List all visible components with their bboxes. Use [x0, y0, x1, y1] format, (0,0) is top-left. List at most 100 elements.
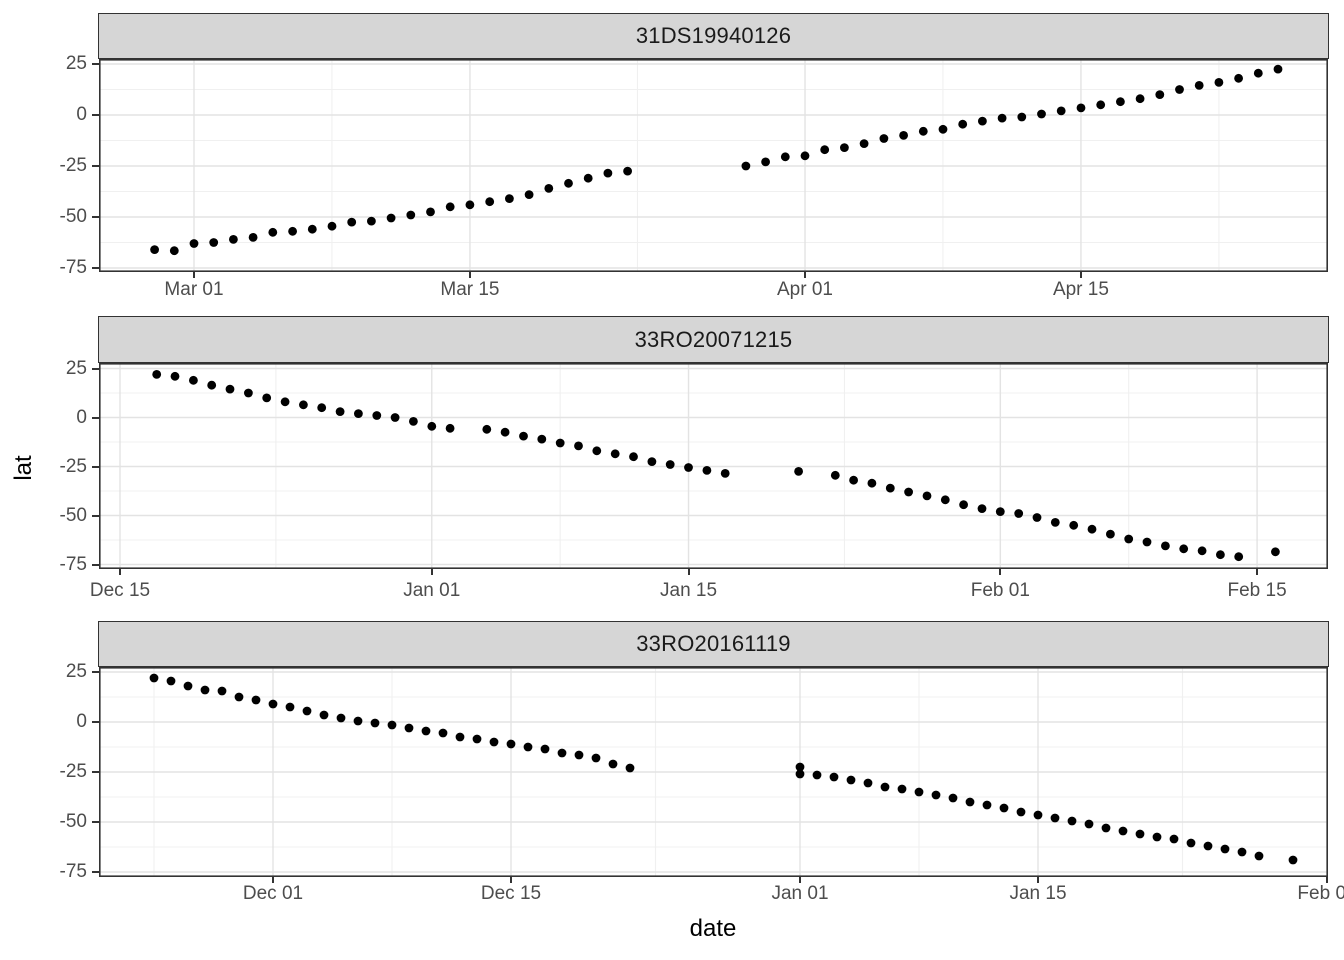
y-tick-label: -75	[59, 257, 87, 278]
data-point	[1087, 524, 1097, 534]
data-point	[149, 673, 159, 683]
data-point	[372, 411, 382, 420]
x-tick-mark	[799, 877, 801, 883]
data-point	[354, 409, 363, 418]
data-point	[1214, 78, 1224, 87]
data-point	[225, 384, 235, 394]
data-point	[268, 227, 278, 237]
x-tick-mark	[1256, 569, 1259, 575]
data-point	[1116, 97, 1125, 107]
data-point	[1050, 518, 1060, 527]
data-point	[1135, 94, 1145, 104]
data-point	[404, 723, 414, 733]
data-point	[189, 239, 199, 248]
data-point	[427, 421, 437, 431]
data-point	[795, 762, 805, 772]
data-point	[540, 744, 550, 754]
data-point	[849, 475, 858, 485]
data-point	[1197, 546, 1207, 556]
facet-strip: 33RO20161119	[98, 621, 1329, 667]
data-point	[591, 753, 601, 763]
data-point	[370, 718, 380, 728]
data-point	[982, 800, 992, 810]
x-tick-mark	[687, 569, 690, 575]
data-point	[390, 413, 400, 422]
data-point	[812, 770, 822, 780]
data-point	[472, 734, 482, 744]
data-point	[899, 131, 908, 140]
data-point	[761, 157, 770, 167]
data-point	[248, 233, 258, 242]
data-point	[445, 202, 455, 212]
data-point	[1014, 509, 1024, 518]
data-point	[1106, 529, 1115, 539]
y-tick-mark	[92, 114, 99, 116]
data-point	[1203, 841, 1213, 851]
data-point	[244, 388, 253, 398]
data-point	[1076, 103, 1086, 113]
data-point	[999, 803, 1009, 813]
x-tick-mark	[119, 569, 121, 575]
data-point	[421, 726, 431, 736]
x-tick-label: Apr 15	[1052, 279, 1109, 300]
facet-panel	[99, 667, 1328, 877]
data-point	[608, 759, 618, 769]
facet-title: 33RO20161119	[636, 631, 791, 656]
data-point	[583, 173, 593, 183]
data-point	[302, 706, 312, 716]
y-tick-mark	[92, 267, 99, 269]
x-tick-label: Jan 15	[1009, 883, 1067, 904]
data-point	[840, 143, 849, 152]
data-point	[1216, 550, 1225, 560]
data-point	[1220, 844, 1230, 854]
data-point	[1179, 544, 1189, 554]
data-point	[169, 246, 179, 256]
data-point	[1194, 81, 1204, 90]
data-point	[207, 380, 217, 390]
data-point	[1135, 829, 1145, 839]
data-point	[702, 466, 712, 475]
x-tick-mark	[430, 569, 433, 575]
data-point	[914, 787, 924, 797]
y-tick-mark	[92, 671, 99, 673]
data-point	[367, 216, 376, 226]
data-point	[1037, 109, 1046, 119]
data-point	[885, 483, 895, 493]
data-point	[280, 397, 290, 407]
data-point	[918, 126, 928, 136]
y-tick-label: -50	[59, 811, 87, 832]
data-point	[1142, 537, 1152, 547]
y-tick-label: -25	[59, 455, 87, 477]
y-tick-mark	[92, 216, 99, 218]
data-point	[455, 732, 465, 742]
y-tick-label: -25	[59, 155, 87, 176]
data-point	[647, 457, 657, 466]
data-point	[319, 710, 329, 720]
y-tick-mark	[92, 563, 99, 566]
data-point	[1234, 73, 1243, 83]
data-point	[1175, 85, 1184, 94]
data-point	[505, 194, 514, 204]
x-tick-label: Jan 01	[771, 883, 829, 904]
y-tick-label: 0	[76, 406, 87, 428]
data-point	[820, 145, 830, 155]
data-point	[426, 207, 435, 217]
x-tick-mark	[1326, 877, 1328, 883]
data-point	[1124, 534, 1134, 544]
data-point	[938, 124, 948, 134]
data-point	[506, 739, 516, 749]
y-tick-label: -75	[59, 861, 87, 882]
x-tick-label: Apr 01	[777, 279, 833, 300]
facet-panel	[99, 59, 1328, 272]
x-tick-label: Jan 15	[660, 580, 718, 601]
data-point	[406, 210, 416, 220]
data-point	[251, 695, 261, 705]
data-point	[625, 763, 635, 773]
facet-strip: 33RO20071215	[98, 316, 1329, 363]
data-point	[1234, 552, 1244, 562]
data-point	[519, 431, 528, 441]
y-tick-label: -50	[59, 504, 87, 526]
data-point	[152, 370, 162, 379]
data-point	[978, 116, 987, 126]
y-tick-label: -50	[59, 206, 87, 227]
